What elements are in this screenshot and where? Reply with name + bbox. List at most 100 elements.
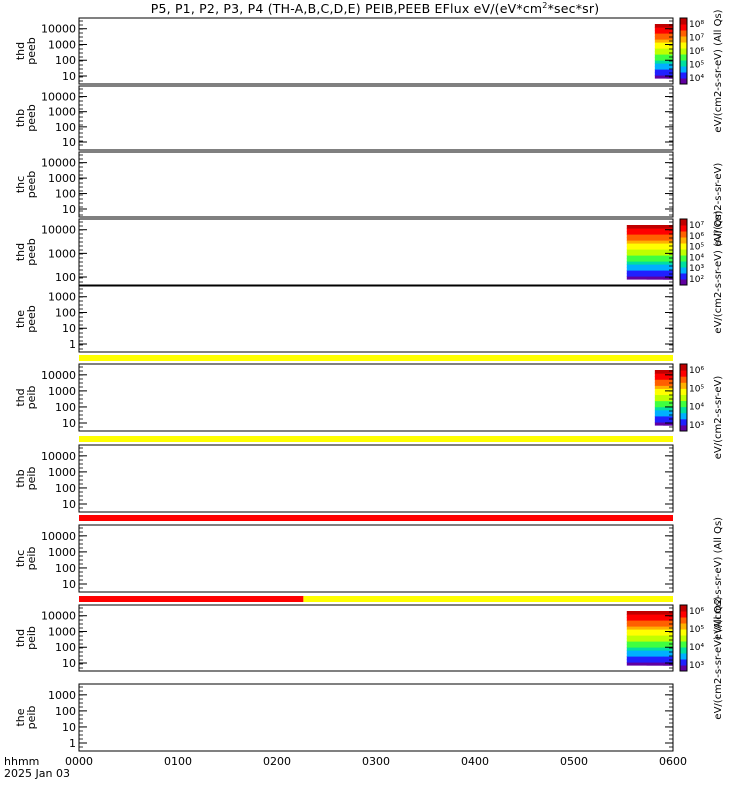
spectrogram-cell	[626, 653, 673, 657]
colorbar-swatch	[680, 66, 687, 73]
spectrogram-cell	[626, 635, 673, 639]
spectrogram-cell	[626, 246, 673, 250]
spectrogram-cell	[626, 611, 673, 615]
spectrogram-cell	[663, 258, 673, 262]
spectrogram-cell	[626, 228, 673, 232]
y-axis-label-species: peib	[25, 547, 38, 571]
spectrogram-cell	[663, 267, 673, 271]
colorbar-tick-label: 10⁶	[689, 366, 704, 376]
spectrogram-cell	[626, 647, 673, 651]
y-tick-label: 10	[62, 721, 76, 734]
spectrogram-cell	[663, 418, 673, 423]
colorbar-swatch	[680, 231, 687, 238]
spectrogram-cell	[663, 234, 673, 238]
spectrogram-cell	[663, 650, 673, 654]
status-bar-segment	[79, 596, 304, 602]
spectrogram-cell	[663, 394, 673, 399]
status-bar-segment	[303, 596, 673, 602]
spectrogram-cell	[666, 42, 673, 46]
spectrogram-cell	[626, 270, 673, 274]
spectrogram-cell	[663, 403, 673, 408]
x-tick-label: 0000	[65, 755, 93, 768]
colorbar-label: eV/(cm2-s-sr-eV)	[713, 163, 724, 247]
colorbar-tick-label: 10³	[689, 264, 704, 274]
y-tick-label: 10	[62, 578, 76, 591]
colorbar-swatch	[680, 418, 687, 426]
spectrogram-cell	[654, 39, 673, 43]
y-tick-label: 10	[62, 417, 76, 430]
colorbar-swatch	[680, 72, 687, 79]
spectrogram-cell	[663, 409, 673, 414]
spectrogram-cell	[663, 370, 673, 374]
colorbar-tick-label: 10⁴	[689, 74, 704, 84]
y-tick-label: 1000	[48, 625, 76, 638]
spectrogram-cell	[663, 629, 673, 633]
panel-frame	[78, 17, 674, 85]
colorbar-swatch	[680, 382, 687, 389]
x-tick-label: 0600	[659, 755, 687, 768]
colorbar-swatch	[680, 273, 687, 280]
spectrogram-cell	[626, 258, 673, 262]
spectrogram-cell	[663, 611, 673, 615]
spectrogram-cell	[663, 388, 673, 392]
spectrogram-cell	[663, 376, 673, 380]
spectrogram-cell	[663, 382, 673, 386]
spectrogram-cell	[663, 273, 673, 277]
panel-frame	[78, 604, 674, 672]
spectrogram-cell	[663, 623, 673, 627]
panel-frame	[78, 151, 674, 218]
colorbar-swatch	[680, 267, 687, 274]
colorbar-tick-label: 10²	[689, 275, 704, 285]
y-axis-label-probe: thb	[14, 109, 27, 127]
colorbar-swatch	[680, 30, 687, 37]
colorbar-tick-label: 10⁵	[689, 384, 704, 394]
colorbar-swatch	[680, 605, 687, 612]
spectrogram-cell	[626, 237, 673, 241]
spectrogram-cell	[666, 60, 673, 64]
colorbar-swatch	[680, 623, 687, 630]
spectrogram-cell	[654, 57, 673, 61]
spectrogram-cell	[663, 264, 673, 268]
spectrogram-cell	[663, 240, 673, 244]
colorbar-swatch	[680, 18, 687, 25]
x-tick-label: 0400	[461, 755, 489, 768]
y-axis-label-species: peib	[25, 386, 38, 410]
x-tick-label: 0300	[362, 755, 390, 768]
colorbar-tick-label: 10³	[689, 421, 704, 431]
colorbar-swatch	[680, 665, 687, 672]
spectrogram-cell	[663, 620, 673, 624]
spectrogram-cell	[626, 243, 673, 247]
spectrogram-cell	[626, 234, 673, 238]
colorbar-swatch	[680, 400, 687, 408]
spectrogram-cell	[663, 644, 673, 648]
spectrogram-cell	[654, 36, 673, 40]
y-axis-label-species: peeb	[25, 238, 38, 266]
spectrogram-cell	[626, 614, 673, 618]
y-tick-label: 100	[55, 306, 76, 319]
spectrogram-cell	[626, 638, 673, 642]
spectrogram-cell	[663, 626, 673, 630]
colorbar-swatch	[680, 412, 687, 420]
status-bar-segment	[79, 515, 673, 521]
colorbar-swatch	[680, 370, 687, 377]
colorbar-tick-label: 10⁵	[689, 625, 704, 635]
spectrogram-cell	[663, 261, 673, 265]
spectrogram-cell	[666, 57, 673, 61]
colorbar-tick-label: 10⁶	[689, 232, 704, 242]
y-tick-label: 100	[55, 482, 76, 495]
spectrogram-cell	[654, 60, 673, 64]
spectrogram-cell	[663, 276, 673, 280]
panel-frame	[78, 363, 674, 432]
y-axis-label-species: peeb	[25, 305, 38, 333]
y-axis-label-species: peib	[25, 626, 38, 650]
spectrogram-cell	[663, 617, 673, 621]
colorbar-swatch	[680, 388, 687, 395]
y-tick-label: 1000	[48, 106, 76, 119]
colorbar-swatch	[680, 36, 687, 43]
panel-frame	[78, 218, 674, 286]
colorbar-swatch	[680, 629, 687, 636]
spectrogram-cell	[654, 33, 673, 37]
colorbar-tick-label: 10⁵	[689, 243, 704, 253]
spectrogram-cell	[666, 36, 673, 40]
y-tick-label: 100	[55, 121, 76, 134]
